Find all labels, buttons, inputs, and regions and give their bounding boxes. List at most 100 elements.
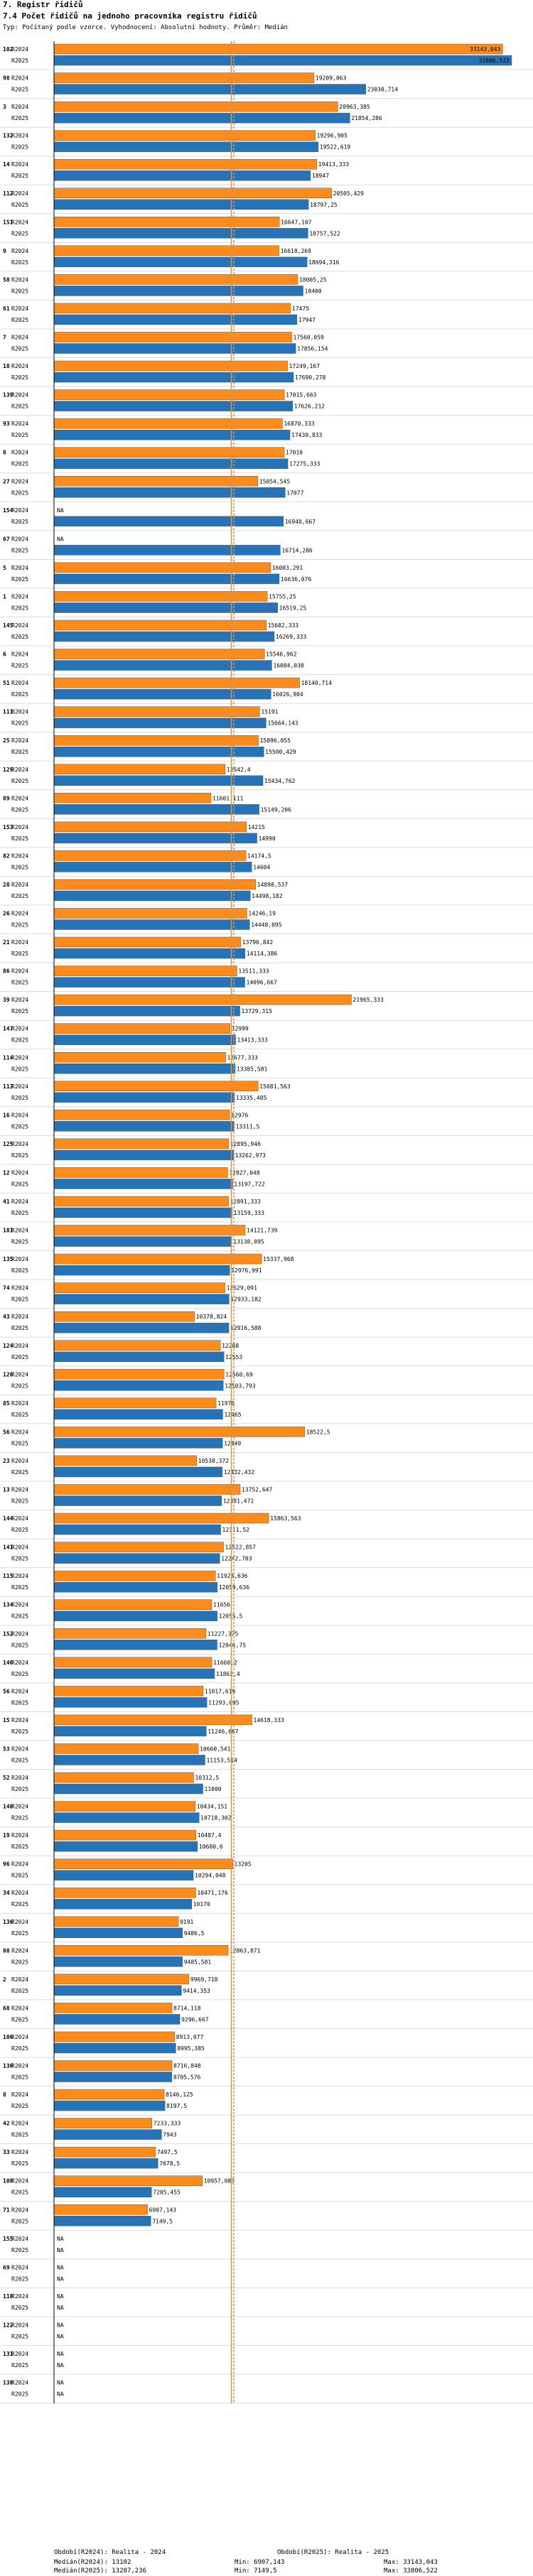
value-label: 11660,2 (213, 1660, 237, 1666)
bar-r2025 (53, 1265, 230, 1276)
value-label: 17430,833 (291, 432, 323, 438)
series-label: R2024 (11, 2034, 28, 2040)
period-2025: Období(R2025): Realita - 2025 (277, 2549, 389, 2556)
region-id-label: 58 (3, 276, 10, 283)
value-label: 17947 (298, 317, 316, 323)
bar-r2024 (53, 303, 291, 314)
series-label: R2024 (11, 651, 28, 658)
series-label: R2025 (11, 1873, 28, 1879)
value-label: 16003,291 (272, 565, 303, 571)
bar-r2025 (53, 573, 280, 585)
value-label: 13511,333 (238, 968, 269, 975)
series-label: R2024 (11, 1832, 28, 1839)
region-id-label: 19 (3, 1832, 10, 1839)
value-label: 15500,429 (265, 749, 296, 755)
series-label: R2024 (11, 161, 28, 168)
min-2025: Min: 7149,5 (235, 2567, 277, 2575)
region-id-label: 43 (3, 1314, 10, 1320)
series-label: R2024 (11, 1429, 28, 1435)
value-label: 16519,25 (279, 605, 307, 611)
bar-r2025 (53, 1755, 205, 1765)
series-label: R2024 (11, 1602, 28, 1608)
series-label: R2024 (11, 1343, 28, 1349)
series-label: R2025 (11, 980, 28, 986)
series-label: R2025 (11, 202, 28, 208)
series-label: R2025 (11, 547, 28, 553)
value-label: 13752,647 (242, 1487, 273, 1493)
region-id-label: 154 (3, 507, 14, 514)
bar-r2024 (53, 850, 247, 861)
series-label: R2025 (11, 1988, 28, 1994)
region-id-label: 146 (3, 1660, 14, 1666)
value-label: 14246,19 (248, 911, 276, 917)
series-label: R2025 (11, 605, 28, 611)
value-label: 15682,333 (268, 622, 299, 629)
series-label: R2025 (11, 1901, 28, 1907)
region-id-label: 23 (3, 1458, 10, 1464)
series-label: R2025 (11, 2275, 28, 2282)
series-label: R2024 (11, 392, 28, 399)
series-label: R2024 (11, 1458, 28, 1464)
series-label: R2024 (11, 2149, 28, 2155)
region-id-label: 21 (3, 939, 10, 946)
series-label: R2024 (11, 1544, 28, 1551)
series-label: R2025 (11, 1239, 28, 1245)
value-label: 6907,143 (149, 2207, 177, 2213)
value-label: 8197,5 (166, 2103, 187, 2109)
bar-r2024 (53, 1311, 195, 1322)
value-label: 12933,182 (230, 1297, 262, 1303)
region-id-label: 85 (3, 1400, 10, 1407)
region-id-label: 155 (3, 2236, 14, 2242)
bar-r2024 (53, 1340, 221, 1351)
bar-r2024 (53, 360, 288, 372)
series-label: R2024 (11, 939, 28, 946)
bar-r2024 (53, 130, 316, 141)
bar-r2025 (53, 1697, 208, 1708)
series-label: R2025 (11, 2247, 28, 2253)
value-label: 12432,432 (224, 1469, 255, 1476)
series-label: R2024 (11, 363, 28, 369)
value-label: 10957,083 (204, 2178, 235, 2185)
bar-r2024 (53, 43, 503, 55)
bar-r2025 (53, 833, 257, 844)
series-label: R2024 (11, 536, 28, 542)
value-label: 12503,793 (225, 1382, 256, 1389)
series-label: R2025 (11, 2362, 28, 2369)
bar-r2024 (53, 706, 260, 717)
series-label: R2024 (11, 305, 28, 312)
series-label: R2025 (11, 1008, 28, 1014)
series-label: R2024 (11, 1775, 28, 1781)
region-id-label: 140 (3, 1804, 14, 1810)
region-id-label: 112 (3, 190, 14, 197)
period-2024: Období(R2024): Realita - 2024 (54, 2549, 166, 2556)
bar-r2025 (53, 314, 298, 325)
region-id-label: 98 (3, 75, 10, 82)
bar-r2025 (53, 2216, 151, 2226)
value-label: 12242,703 (221, 1556, 252, 1562)
value-label: 19522,619 (320, 144, 351, 151)
series-label: R2024 (11, 335, 28, 341)
series-label: R2025 (11, 1527, 28, 1533)
bar-r2025 (53, 2014, 181, 2025)
series-label: R2024 (11, 565, 28, 571)
value-label: 9191 (180, 1919, 193, 1925)
na-label: NA (57, 2391, 64, 2398)
max-2025: Max: 33806,522 (384, 2567, 438, 2575)
bar-r2024 (53, 447, 285, 458)
series-label: R2024 (11, 1371, 28, 1378)
value-label: 12560,69 (225, 1371, 253, 1378)
series-label: R2024 (11, 1746, 28, 1752)
series-label: R2025 (11, 489, 28, 496)
region-id-label: 110 (3, 2293, 14, 2300)
bar-r2024 (53, 764, 226, 774)
section-title: 7. Registr řidičů (3, 0, 83, 9)
series-label: R2025 (11, 230, 28, 237)
value-label: 9485,581 (184, 1959, 212, 1965)
series-label: R2025 (11, 288, 28, 294)
bar-r2025 (53, 919, 250, 930)
bar-r2025 (53, 1726, 207, 1737)
value-label: 16636,076 (281, 576, 312, 583)
region-id-label: 16 (3, 1112, 10, 1118)
value-label: 13262,973 (235, 1152, 266, 1159)
region-id-label: 131 (3, 2351, 14, 2357)
